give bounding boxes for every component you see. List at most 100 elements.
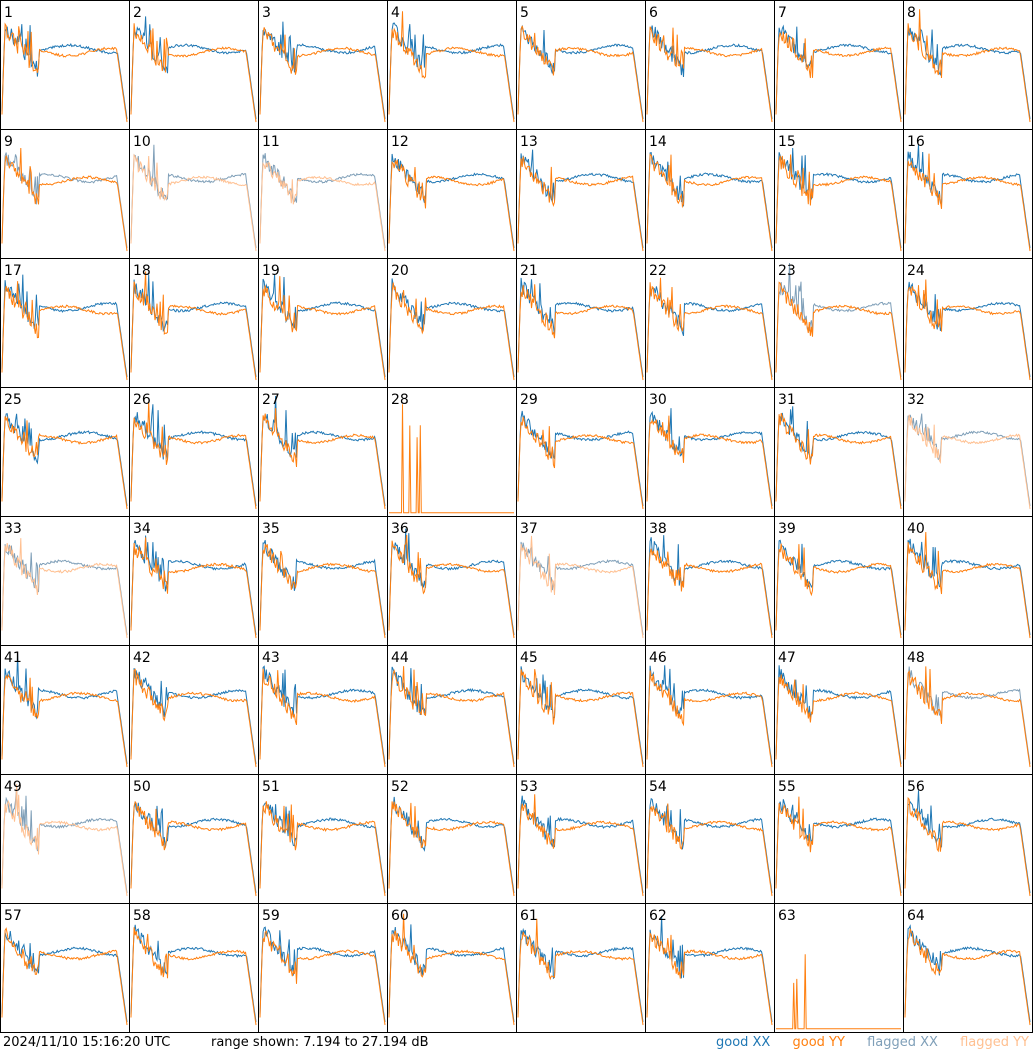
series-yy-22	[646, 277, 773, 381]
panel-53: 53	[516, 774, 646, 904]
panel-39: 39	[774, 516, 904, 646]
series-xx-19	[259, 274, 386, 378]
series-yy-46	[646, 670, 773, 768]
panel-22: 22	[645, 258, 775, 388]
series-yy-8	[904, 9, 1031, 123]
panel-label: 54	[649, 779, 667, 795]
series-xx-2	[130, 16, 257, 120]
panel-49: 49	[0, 774, 130, 904]
panel-label: 60	[391, 908, 409, 924]
panel-label: 23	[778, 263, 796, 279]
panel-label: 1	[4, 5, 13, 21]
series-xx-62	[646, 915, 773, 1023]
panel-frame	[516, 903, 646, 1033]
series-yy-58	[130, 927, 257, 1026]
series-xx-32	[904, 413, 1031, 507]
series-xx-6	[646, 25, 773, 120]
panel-label: 61	[520, 908, 538, 924]
panel-61: 61	[516, 903, 646, 1033]
panel-label: 58	[133, 908, 151, 924]
panel-label: 21	[520, 263, 538, 279]
series-yy-36	[388, 534, 515, 639]
series-yy-52	[388, 801, 515, 897]
series-xx-33	[1, 544, 128, 636]
series-yy-15	[775, 154, 902, 252]
panel-frame	[774, 129, 904, 259]
panel-frame	[903, 0, 1033, 130]
series-yy-6	[646, 26, 773, 123]
panel-54: 54	[645, 774, 775, 904]
series-yy-24	[904, 279, 1031, 381]
series-xx-7	[775, 24, 902, 120]
panel-frame	[516, 774, 646, 904]
panel-frame	[903, 516, 1033, 646]
series-yy-50	[130, 800, 257, 897]
series-xx-64	[904, 924, 1031, 1023]
panel-frame	[645, 258, 775, 388]
panel-label: 7	[778, 5, 787, 21]
series-yy-49	[1, 784, 128, 897]
panel-frame	[129, 516, 259, 646]
panel-label: 43	[262, 650, 280, 666]
panel-label: 24	[907, 263, 925, 279]
series-xx-24	[904, 281, 1031, 378]
range-label: range shown: 7.194 to 27.194 dB	[211, 1035, 429, 1050]
series-xx-17	[1, 274, 128, 378]
panel-frame	[129, 0, 259, 130]
panel-label: 41	[4, 650, 22, 666]
panel-63: 63	[774, 903, 904, 1033]
panel-label: 13	[520, 134, 538, 150]
series-xx-60	[388, 924, 515, 1023]
panel-label: 64	[907, 908, 925, 924]
panel-label: 28	[391, 392, 409, 408]
series-yy-42	[130, 668, 257, 768]
panel-frame	[516, 0, 646, 130]
panel-48: 48	[903, 645, 1033, 775]
series-yy-30	[646, 415, 773, 510]
panel-frame	[645, 645, 775, 775]
panel-25: 25	[0, 387, 130, 517]
panel-label: 34	[133, 521, 151, 537]
panel-label: 8	[907, 5, 916, 21]
series-xx-12	[388, 153, 515, 249]
series-yy-10	[130, 153, 257, 252]
panel-44: 44	[387, 645, 517, 775]
panel-frame	[516, 516, 646, 646]
panel-frame	[387, 0, 517, 130]
panel-frame	[774, 258, 904, 388]
panel-56: 56	[903, 774, 1033, 904]
panel-label: 46	[649, 650, 667, 666]
series-xx-9	[1, 152, 128, 249]
series-xx-3	[259, 21, 386, 120]
panel-label: 16	[907, 134, 925, 150]
panel-59: 59	[258, 903, 388, 1033]
panel-label: 20	[391, 263, 409, 279]
series-xx-25	[1, 413, 128, 507]
series-xx-37	[517, 541, 644, 636]
panel-31: 31	[774, 387, 904, 517]
panel-3: 3	[258, 0, 388, 130]
series-yy-38	[646, 548, 773, 639]
panel-30: 30	[645, 387, 775, 517]
series-xx-27	[259, 395, 386, 507]
series-yy-21	[517, 284, 644, 381]
panel-label: 40	[907, 521, 925, 537]
panel-frame	[387, 129, 517, 259]
panel-16: 16	[903, 129, 1033, 259]
series-yy-40	[904, 531, 1031, 639]
panel-label: 33	[4, 521, 22, 537]
panel-label: 5	[520, 5, 529, 21]
panel-label: 30	[649, 392, 667, 408]
panel-35: 35	[258, 516, 388, 646]
panel-frame	[129, 774, 259, 904]
legend-flagged-yy: flagged YY	[960, 1035, 1029, 1050]
panel-frame	[129, 129, 259, 259]
panel-frame	[258, 516, 388, 646]
series-yy-29	[517, 416, 644, 510]
panel-52: 52	[387, 774, 517, 904]
series-yy-11	[259, 162, 386, 252]
series-xx-50	[130, 801, 257, 894]
legend-good-yy: good YY	[792, 1035, 845, 1050]
panel-label: 39	[778, 521, 796, 537]
